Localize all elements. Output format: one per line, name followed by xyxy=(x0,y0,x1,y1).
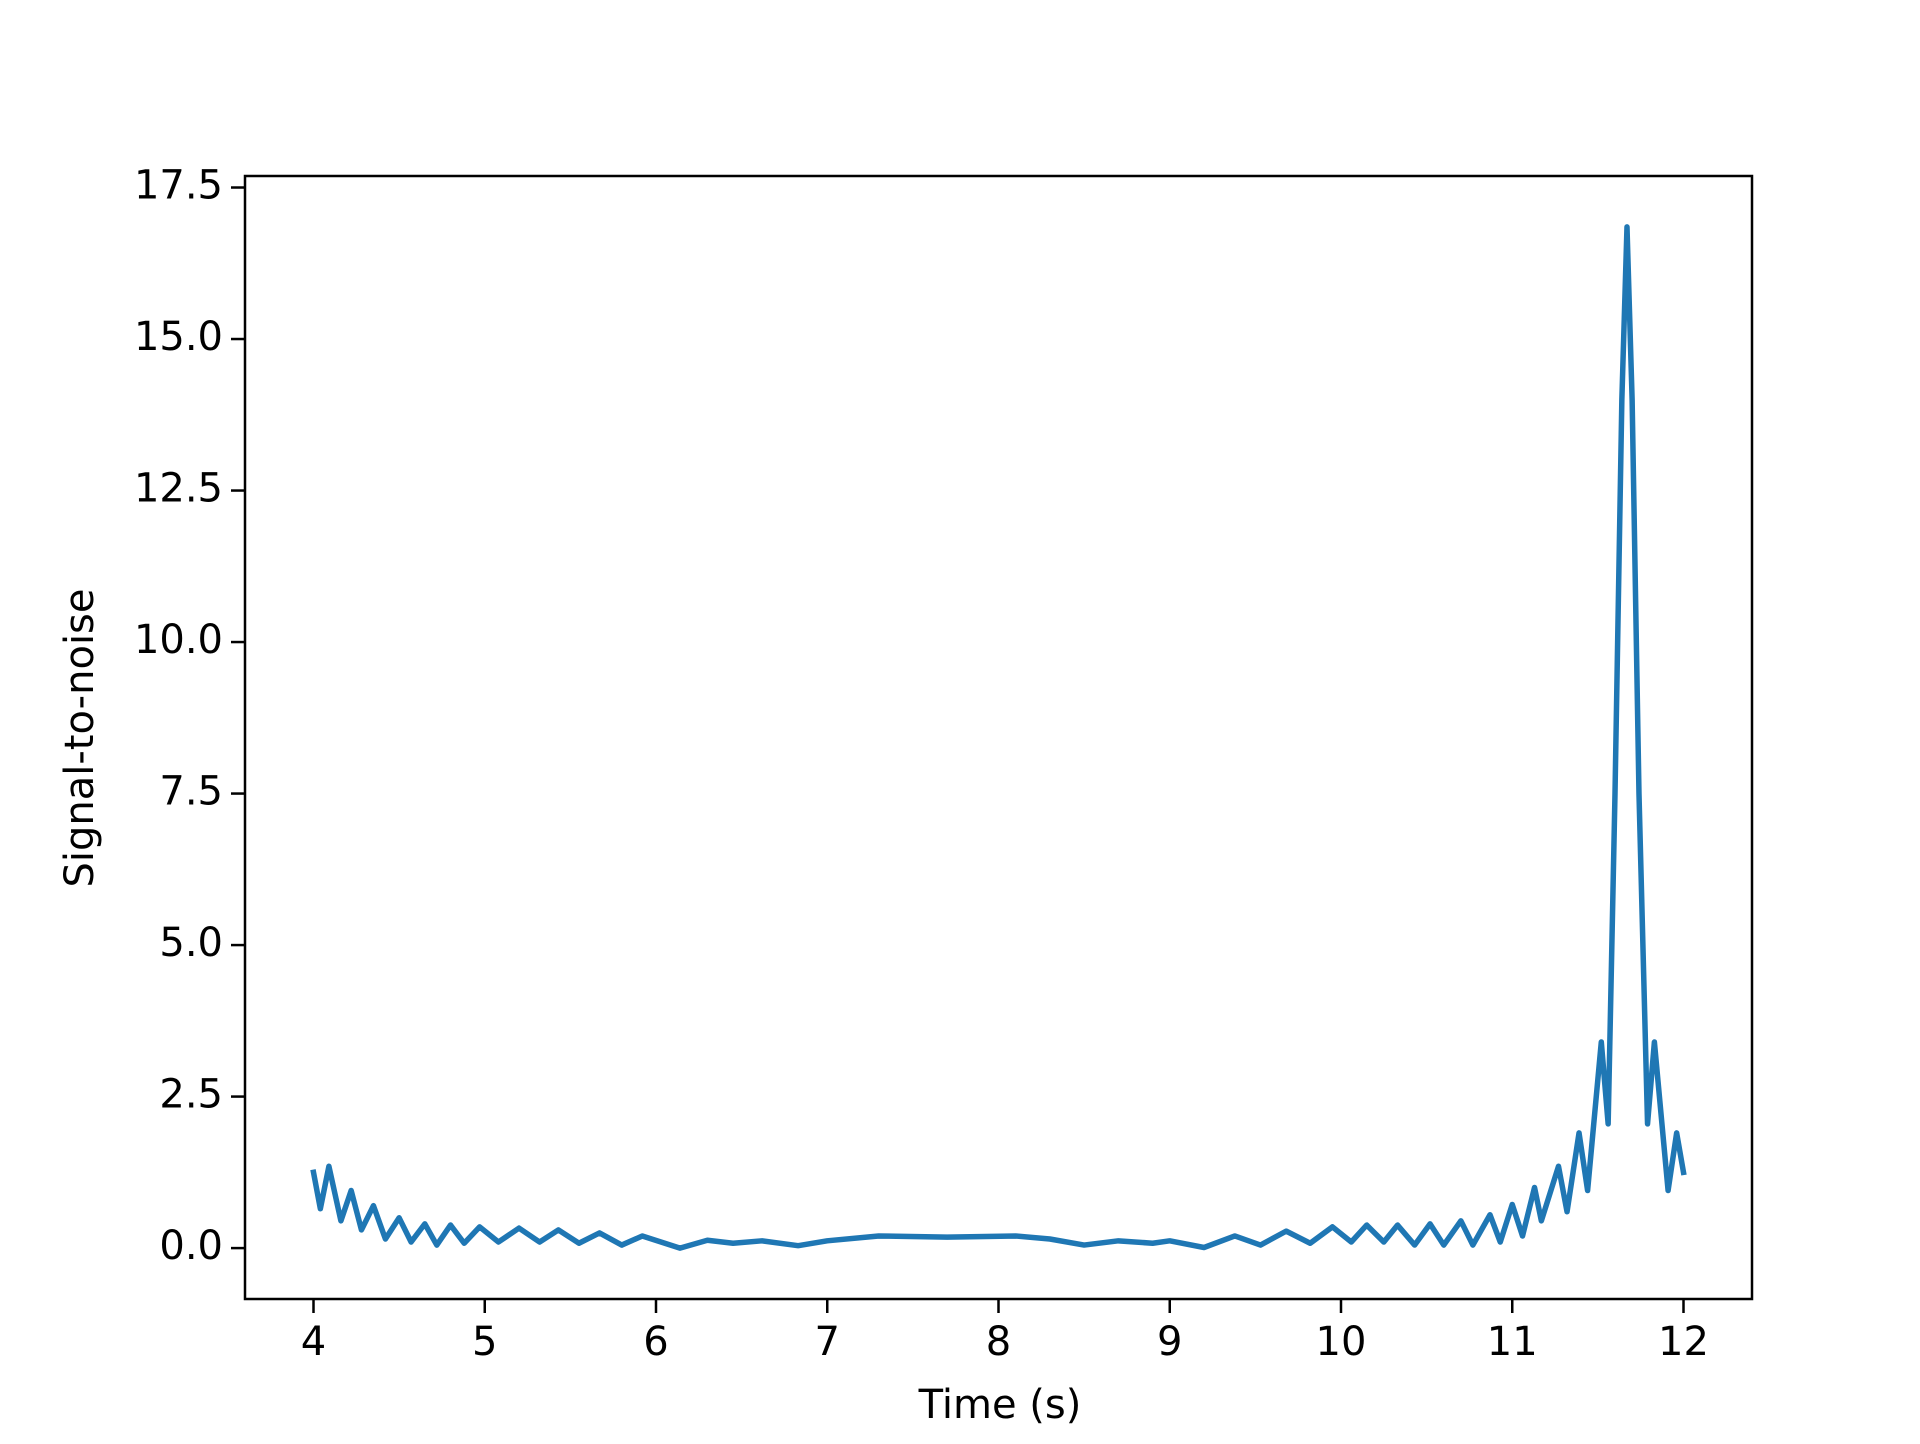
y-tick-label: 7.5 xyxy=(159,769,223,815)
y-tick-label: 10.0 xyxy=(134,617,223,663)
x-tick-label: 10 xyxy=(1316,1319,1367,1365)
line-series xyxy=(310,224,1687,1251)
y-tick-label: 0.0 xyxy=(159,1223,223,1269)
x-tick-label: 4 xyxy=(301,1319,326,1365)
x-tick-label: 7 xyxy=(815,1319,840,1365)
y-tick-label: 12.5 xyxy=(134,466,223,512)
x-tick-label: 12 xyxy=(1658,1319,1709,1365)
x-tick-label: 5 xyxy=(472,1319,497,1365)
x-tick-label: 8 xyxy=(986,1319,1011,1365)
y-tick-label: 2.5 xyxy=(159,1072,223,1118)
y-tick-label: 17.5 xyxy=(134,163,223,209)
y-tick-label: 15.0 xyxy=(134,314,223,360)
y-axis-label: Signal-to-noise xyxy=(57,588,103,887)
plot-frame xyxy=(243,174,1754,1301)
x-tick-label: 9 xyxy=(1157,1319,1182,1365)
x-tick-label: 6 xyxy=(643,1319,668,1365)
x-axis-label: Time (s) xyxy=(918,1382,1082,1428)
x-tick-label: 11 xyxy=(1487,1319,1538,1365)
y-tick-label: 5.0 xyxy=(159,920,223,966)
